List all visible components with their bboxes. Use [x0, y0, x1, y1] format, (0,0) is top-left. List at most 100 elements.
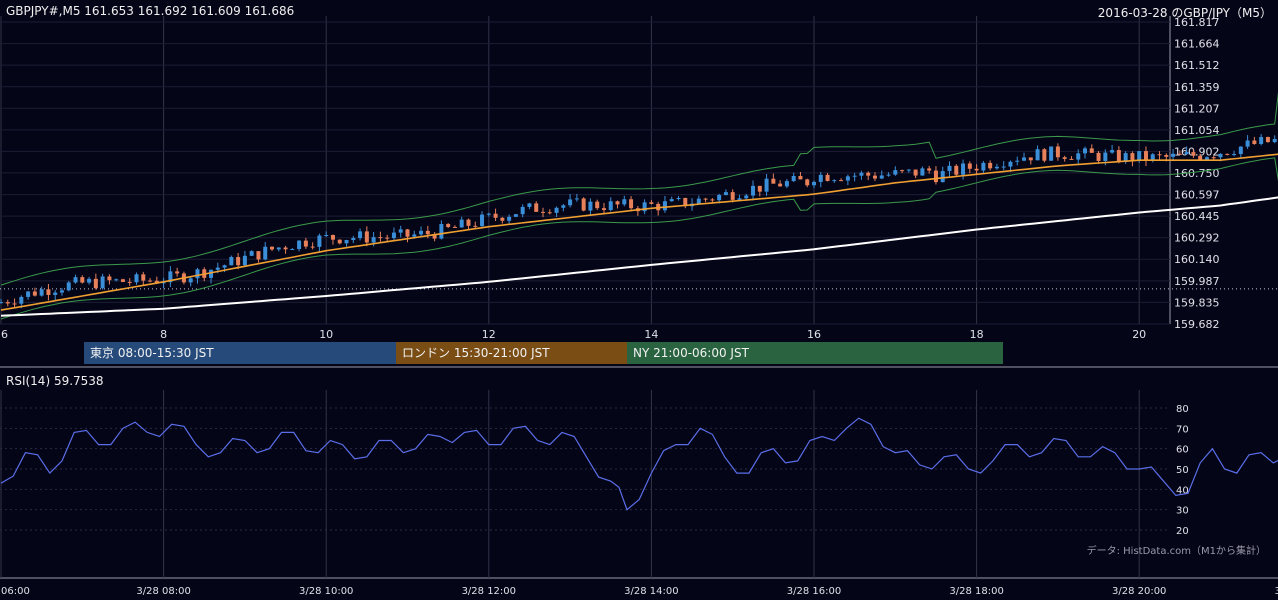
- candle-body: [581, 198, 586, 211]
- price-x-tick: 10: [319, 328, 333, 341]
- candle-body: [270, 246, 274, 250]
- candle-body: [981, 162, 986, 171]
- candle-body: [879, 175, 884, 179]
- candle-body: [53, 292, 58, 295]
- candle-body: [893, 170, 898, 175]
- candle-body: [974, 168, 979, 171]
- rsi-x-tick: 3/28 20:00: [1112, 586, 1166, 597]
- bollinger-upper: [0, 91, 1278, 286]
- candle-body: [141, 274, 146, 281]
- candle-body: [1083, 148, 1087, 154]
- candle-body: [507, 216, 512, 221]
- candle-body: [561, 205, 566, 208]
- candle-body: [1143, 151, 1148, 161]
- candle-body: [493, 213, 498, 218]
- rsi-y-tick: 50: [1176, 465, 1189, 476]
- candle-body: [554, 207, 559, 213]
- candle-body: [541, 211, 545, 213]
- rsi-y-tick: 60: [1176, 445, 1189, 456]
- candle-body: [588, 201, 593, 211]
- candle-body: [696, 198, 701, 204]
- candle-body: [446, 224, 451, 227]
- candle-body: [317, 235, 322, 247]
- candle-body: [1218, 153, 1223, 158]
- candle-body: [419, 230, 424, 235]
- candle-body: [114, 279, 119, 281]
- bollinger-lower: [0, 157, 1278, 320]
- candle-body: [1245, 140, 1250, 147]
- candle-body: [1062, 157, 1067, 159]
- chart-title: 2016-03-28 のGBP/JPY（M5）: [1097, 6, 1272, 20]
- rsi-x-tick: 3/28 10:00: [299, 586, 353, 597]
- session-ny: NY 21:00-06:00 JST: [627, 342, 1003, 364]
- price-y-tick: 161.359: [1174, 81, 1220, 94]
- candle-body: [1123, 153, 1128, 162]
- price-x-tick: 20: [1132, 328, 1146, 341]
- candle-body: [608, 201, 613, 210]
- candle-body: [175, 271, 180, 274]
- candle-body: [994, 166, 999, 169]
- candle-body: [249, 251, 254, 256]
- candle-body: [669, 199, 674, 202]
- candle-body: [764, 178, 769, 192]
- candle-body: [913, 169, 918, 176]
- candle-body: [1103, 152, 1108, 161]
- candle-body: [723, 192, 728, 195]
- candle-body: [1204, 157, 1209, 160]
- candle-body: [1008, 161, 1013, 167]
- candle-body: [1157, 154, 1162, 156]
- candle-body: [500, 217, 505, 221]
- candle-body: [120, 279, 125, 282]
- candle-body: [486, 213, 491, 215]
- price-y-tick: 160.902: [1174, 145, 1220, 158]
- candle-body: [547, 212, 552, 214]
- candle-body: [229, 257, 234, 266]
- candle-body: [676, 197, 681, 200]
- candle-body: [452, 226, 457, 228]
- candles-group: [0, 134, 1277, 309]
- candle-body: [784, 181, 789, 187]
- rsi-x-tick: 06:00: [1, 586, 30, 597]
- candle-body: [771, 178, 776, 184]
- candle-body: [906, 169, 911, 171]
- candle-body: [513, 214, 518, 217]
- candle-body: [1150, 154, 1155, 161]
- candle-body: [330, 235, 335, 240]
- candle-body: [859, 172, 864, 176]
- candle-body: [1110, 150, 1115, 153]
- session-tokyo-label: 東京 08:00-15:30 JST: [90, 346, 214, 360]
- candle-body: [1238, 146, 1243, 155]
- candle-body: [127, 281, 132, 283]
- candle-body: [1001, 166, 1006, 168]
- candle-body: [1259, 137, 1264, 144]
- candle-body: [866, 172, 871, 176]
- candle-body: [432, 234, 437, 239]
- candle-body: [405, 229, 410, 237]
- candle-body: [1055, 146, 1060, 158]
- candle-body: [710, 199, 715, 201]
- candle-body: [1130, 153, 1135, 162]
- candle-body: [412, 234, 417, 237]
- candle-body: [466, 219, 471, 226]
- rsi-label: RSI(14) 59.7538: [6, 374, 104, 388]
- price-y-tick: 160.445: [1174, 210, 1220, 223]
- data-credit: データ: HistData.com（M1から集計）: [1086, 546, 1266, 557]
- candle-body: [1015, 160, 1020, 162]
- candle-body: [256, 251, 261, 260]
- candle-body: [520, 206, 525, 215]
- rsi-y-tick: 70: [1176, 424, 1189, 435]
- price-y-tick: 161.512: [1174, 59, 1220, 72]
- candle-body: [26, 291, 31, 297]
- candle-body: [900, 170, 905, 172]
- candle-body: [703, 198, 708, 200]
- candle-body: [480, 214, 485, 227]
- candle-body: [642, 202, 647, 212]
- price-y-tick: 160.140: [1174, 253, 1220, 266]
- candle-body: [391, 232, 396, 239]
- price-x-tick: 18: [970, 328, 984, 341]
- rsi-x-tick: 3/28 16:00: [787, 586, 841, 597]
- candle-body: [1171, 153, 1176, 157]
- candle-body: [601, 208, 606, 210]
- session-ny-label: NY 21:00-06:00 JST: [633, 346, 749, 360]
